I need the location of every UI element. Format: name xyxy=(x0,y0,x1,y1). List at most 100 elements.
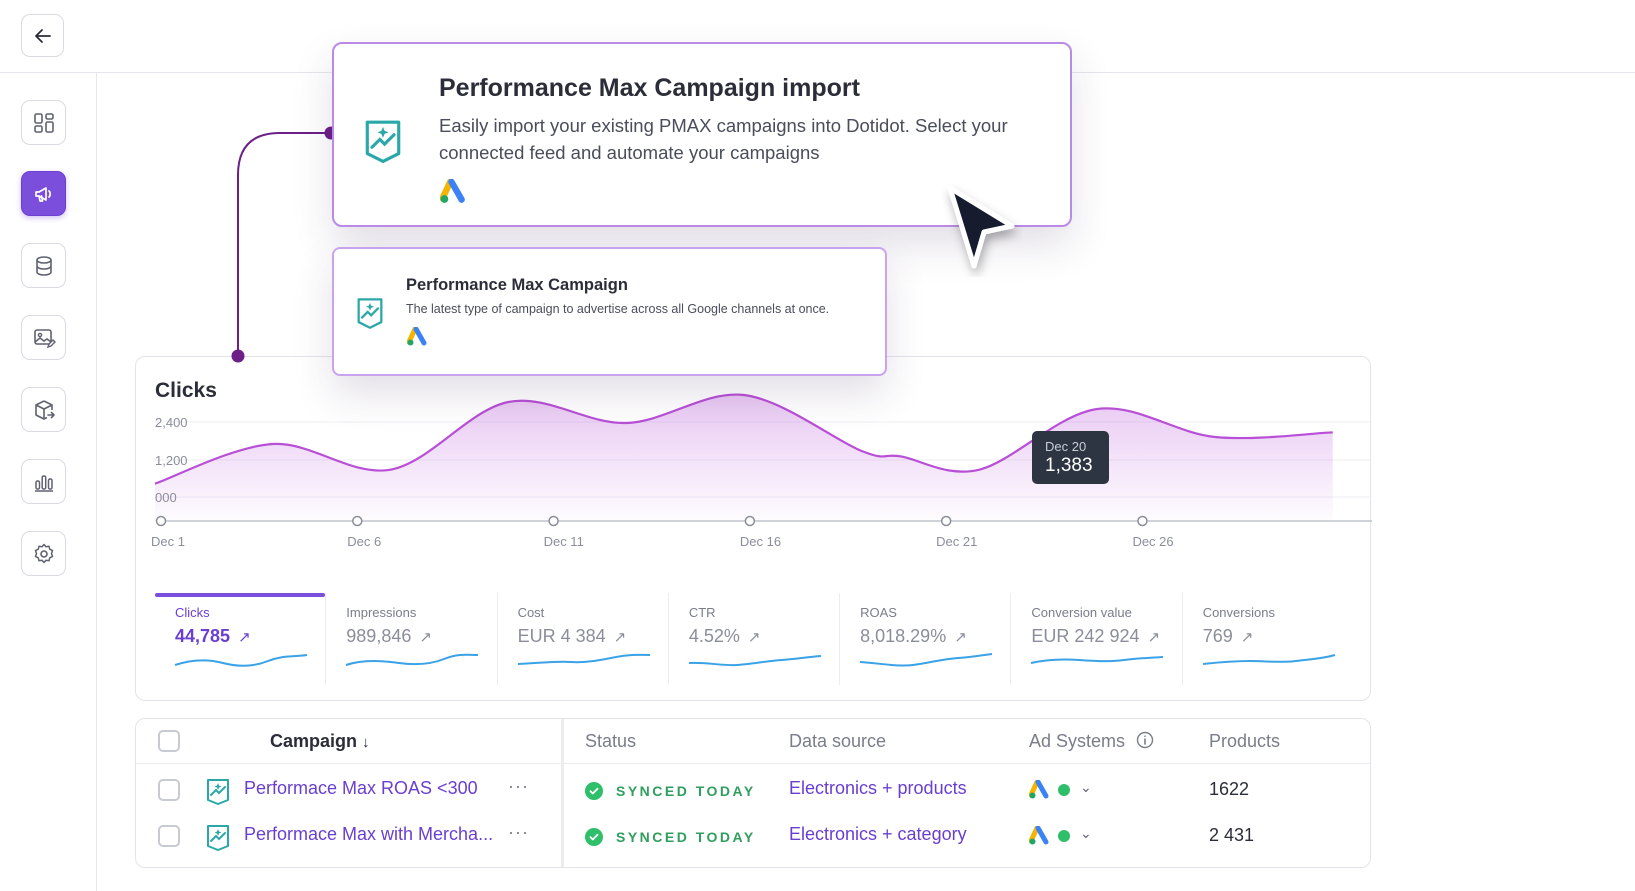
box-export-icon xyxy=(34,399,55,420)
campaigns-table: Campaign ↓ Status Data source Ad Systems… xyxy=(135,718,1371,868)
header-ad-systems-label: Ad Systems xyxy=(1029,731,1126,751)
chevron-down-icon[interactable]: ⌄ xyxy=(1080,825,1092,841)
pmax-import-card[interactable]: Performance Max Campaign import Easily i… xyxy=(332,42,1072,227)
connected-status-dot xyxy=(1058,784,1070,796)
sparkline xyxy=(688,655,821,667)
trend-up-icon: ↗ xyxy=(1147,629,1161,646)
trend-up-icon: ↗ xyxy=(954,629,967,646)
x-tick-marker xyxy=(548,515,559,527)
chart-line xyxy=(154,393,1333,485)
header-data-source[interactable]: Data source xyxy=(789,731,887,751)
data-source-link[interactable]: Electronics + category xyxy=(789,824,967,844)
metric-tab-clicks[interactable]: Clicks 44,785 ↗ xyxy=(155,593,327,685)
row-checkbox[interactable] xyxy=(158,779,180,801)
google-ads-icon xyxy=(1029,780,1049,799)
select-all-checkbox[interactable] xyxy=(158,730,180,752)
metric-tab-impressions[interactable]: Impressions 989,846 ↗ xyxy=(326,593,498,685)
header-ad-systems[interactable]: Ad Systems xyxy=(1029,731,1154,752)
pmax-campaign-card[interactable]: Performance Max Campaign The latest type… xyxy=(332,247,887,376)
check-circle-icon xyxy=(585,782,603,800)
header-products[interactable]: Products xyxy=(1209,731,1281,751)
nav-images[interactable] xyxy=(21,315,66,360)
column-divider xyxy=(561,719,564,867)
x-tick-label: Dec 16 xyxy=(740,534,781,549)
x-tick-marker xyxy=(352,515,363,527)
chart-area xyxy=(155,394,1333,521)
tooltip-value: 1,383 xyxy=(1045,455,1093,476)
metric-value: 989,846 xyxy=(346,626,412,646)
data-source-link[interactable]: Electronics + products xyxy=(789,778,967,798)
metric-label: ROAS xyxy=(860,605,897,620)
nav-settings[interactable] xyxy=(21,531,66,576)
nav-campaigns[interactable] xyxy=(21,171,66,216)
metric-label: Cost xyxy=(517,605,545,620)
bar-chart-icon xyxy=(34,474,53,492)
metric-label: Conversion value xyxy=(1031,605,1132,620)
metric-tab-conversion-value[interactable]: Conversion value EUR 242 924 ↗ xyxy=(1011,593,1183,685)
x-tick-label: Dec 26 xyxy=(1132,534,1173,549)
metric-label: CTR xyxy=(688,605,716,620)
back-button[interactable] xyxy=(21,14,64,57)
metric-label: Clicks xyxy=(175,605,210,620)
tooltip-date: Dec 20 xyxy=(1045,439,1087,454)
campaign-name-link[interactable]: Performace Max with Mercha... xyxy=(244,824,494,844)
metric-tab-cost[interactable]: Cost EUR 4 384 ↗ xyxy=(498,593,669,685)
metric-value: 8,018.29% xyxy=(860,626,947,646)
row-more-button[interactable]: ··· xyxy=(508,822,529,842)
y-tick-label: 1,200 xyxy=(155,453,188,468)
trend-up-icon: ↗ xyxy=(419,629,432,646)
x-tick-marker xyxy=(744,515,756,527)
trend-up-icon: ↗ xyxy=(613,629,627,646)
google-ads-icon xyxy=(1029,826,1049,845)
metric-tab-roas[interactable]: ROAS 8,018.29% ↗ xyxy=(840,593,1012,685)
campaign-name-link[interactable]: Performace Max ROAS <300 xyxy=(244,778,478,798)
sparkline xyxy=(345,653,479,666)
table-row: Performace Max with Mercha... ··· SYNCED… xyxy=(136,812,1370,860)
x-tick-label: Dec 6 xyxy=(347,534,381,549)
info-icon[interactable] xyxy=(1136,731,1154,749)
sort-down-icon: ↓ xyxy=(362,734,370,751)
megaphone-icon xyxy=(34,186,51,202)
sidebar xyxy=(0,73,97,891)
nav-database[interactable] xyxy=(21,243,66,288)
check-circle-icon xyxy=(585,828,603,846)
metric-value: 769 xyxy=(1202,626,1233,646)
x-tick-marker xyxy=(1137,515,1148,527)
products-count: 2 431 xyxy=(1209,825,1255,845)
nav-reports[interactable] xyxy=(21,459,66,504)
google-ads-icon xyxy=(440,179,465,203)
row-checkbox[interactable] xyxy=(158,825,180,847)
nav-export[interactable] xyxy=(21,387,66,432)
pmax-import-description: Easily import your existing PMAX campaig… xyxy=(439,115,1008,163)
chevron-down-icon[interactable]: ⌄ xyxy=(1080,779,1092,795)
header-campaign[interactable]: Campaign ↓ xyxy=(270,731,370,752)
arrow-left-icon xyxy=(34,28,51,43)
mouse-pointer-icon xyxy=(947,185,1015,269)
metric-tab-ctr[interactable]: CTR 4.52% ↗ xyxy=(669,593,841,685)
pmax-campaign-icon xyxy=(207,779,229,805)
connected-status-dot xyxy=(1058,830,1070,842)
nav-dashboard[interactable] xyxy=(21,100,66,145)
x-tick-marker xyxy=(940,515,952,527)
metric-tab-conversions[interactable]: Conversions 769 ↗ xyxy=(1183,593,1353,685)
header-status[interactable]: Status xyxy=(585,731,637,751)
row-more-button[interactable]: ··· xyxy=(508,776,529,796)
x-tick-marker xyxy=(155,515,167,527)
status-badge: SYNCED TODAY xyxy=(616,829,756,845)
chart-title: Clicks xyxy=(155,379,217,402)
x-tick-label: Dec 1 xyxy=(151,534,185,549)
metric-label: Conversions xyxy=(1202,605,1275,620)
database-icon xyxy=(35,255,52,276)
trend-up-icon: ↗ xyxy=(1240,629,1254,646)
x-tick-label: Dec 21 xyxy=(936,534,977,549)
metrics-tabs: Clicks 44,785 ↗ Impressions 989,846 ↗ Cost… xyxy=(155,593,1353,685)
sparkline xyxy=(1202,654,1335,665)
trend-up-icon: ↗ xyxy=(238,629,251,646)
metric-value: 44,785 xyxy=(175,626,231,646)
image-edit-icon xyxy=(33,328,56,348)
metric-value: 4.52% xyxy=(688,626,740,646)
pmax-campaign-icon xyxy=(357,298,383,329)
google-ads-icon xyxy=(407,327,427,346)
